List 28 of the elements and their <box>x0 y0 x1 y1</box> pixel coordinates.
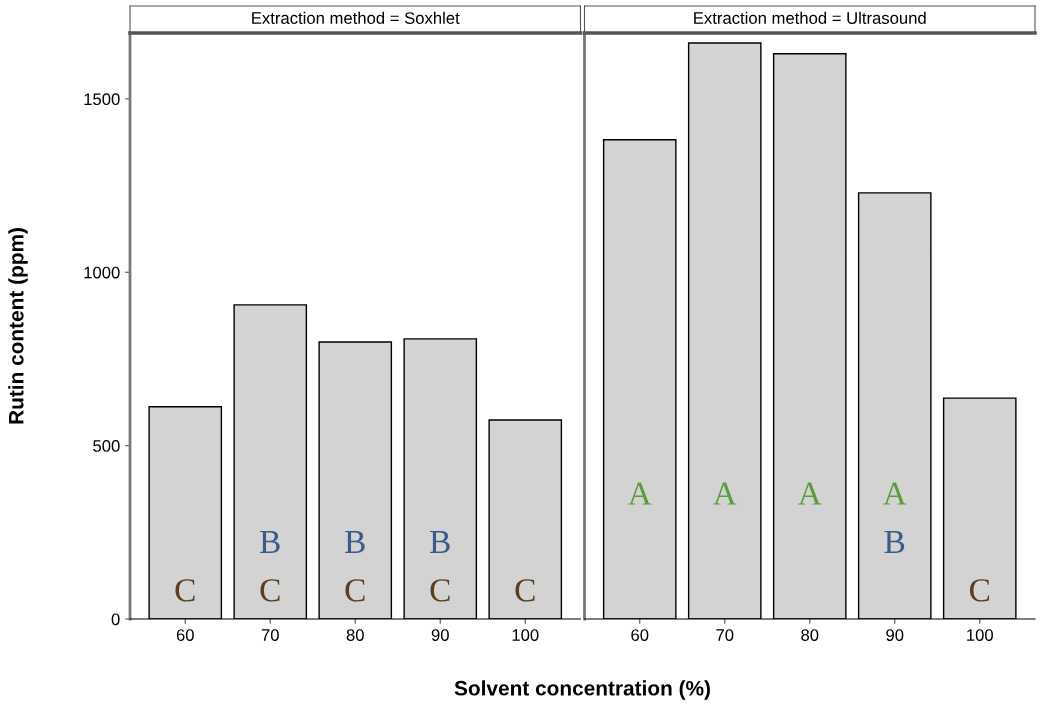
y-tick-label: 0 <box>111 613 120 626</box>
data-label: B C <box>345 531 365 602</box>
chart-title: Extraction method = Ultrasound <box>694 11 926 24</box>
x-tick-label: 80 <box>801 629 819 641</box>
data-label: C <box>970 579 990 602</box>
data-label: B C <box>430 531 450 602</box>
y-axis-title: Rutin content (ppm) <box>8 228 28 424</box>
data-label: A <box>713 482 737 505</box>
x-tick-label: 60 <box>631 629 649 641</box>
x-tick-label: 100 <box>512 629 539 641</box>
chart-title: Extraction method = Soxhlet <box>252 11 460 24</box>
x-axis-title: Solvent concentration (%) <box>454 680 710 700</box>
data-label: A B <box>883 482 907 553</box>
x-tick-label: 80 <box>346 629 364 641</box>
data-label: A <box>798 482 822 505</box>
x-tick-label: 90 <box>431 629 449 641</box>
x-tick-label: 100 <box>967 629 993 641</box>
data-label: C <box>515 579 535 602</box>
data-label: A <box>628 482 652 505</box>
y-tick-label: 500 <box>93 440 120 452</box>
data-label: B C <box>260 531 280 602</box>
x-tick-label: 90 <box>886 629 904 641</box>
x-tick-label: 70 <box>716 629 734 641</box>
x-tick-label: 60 <box>176 629 194 641</box>
y-tick-label: 1500 <box>84 93 120 106</box>
x-tick-label: 70 <box>261 629 279 641</box>
y-tick-label: 1000 <box>84 266 120 279</box>
data-label: C <box>175 579 195 602</box>
